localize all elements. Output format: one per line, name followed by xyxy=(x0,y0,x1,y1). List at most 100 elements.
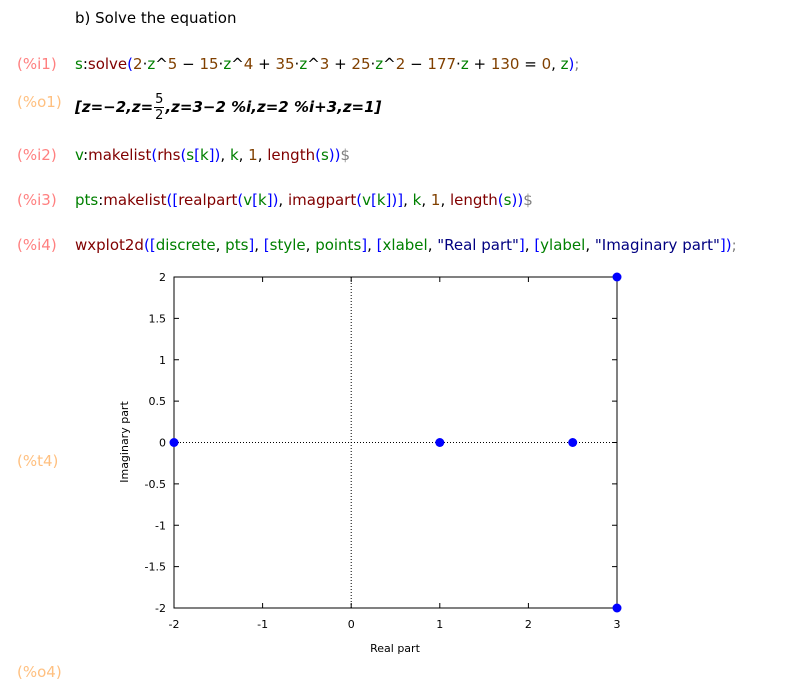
code-token: ( xyxy=(497,191,504,209)
input-cell-i2[interactable]: v:makelist(rhs(s[k]), k, 1, length(s))$ xyxy=(75,146,350,164)
code-token: + xyxy=(253,55,276,73)
code-token: k xyxy=(229,146,239,164)
code-token: · xyxy=(456,55,461,73)
data-point xyxy=(612,603,622,613)
code-token: z xyxy=(460,55,469,73)
code-token: s xyxy=(75,55,83,73)
input-cell-i3[interactable]: pts:makelist([realpart(v[k]), imagpart(v… xyxy=(75,191,533,209)
code-token: realpart xyxy=(178,191,238,209)
code-token: ylabel xyxy=(540,236,586,254)
code-token: · xyxy=(294,55,300,73)
y-tick-label: -0.5 xyxy=(145,478,166,491)
code-token: makelist xyxy=(88,146,152,164)
output-label-t4: (%t4) xyxy=(17,452,59,470)
code-token: : xyxy=(83,146,89,164)
code-token: 1 xyxy=(430,191,441,209)
code-token: = xyxy=(519,55,542,73)
code-token: ( xyxy=(180,146,187,164)
code-token: discrete xyxy=(155,236,216,254)
code-token: , xyxy=(254,236,264,254)
code-token: ) xyxy=(214,146,221,164)
code-token: ( xyxy=(356,191,363,209)
code-token: z xyxy=(147,55,156,73)
data-point xyxy=(612,272,622,282)
code-token: ( xyxy=(237,191,244,209)
code-token: wxplot2d xyxy=(75,236,144,254)
code-token: 2 xyxy=(395,55,406,73)
code-token: [ xyxy=(534,236,541,254)
code-token: 15 xyxy=(199,55,219,73)
code-token: [ xyxy=(252,191,259,209)
x-tick-label: 1 xyxy=(436,618,443,631)
code-token: , xyxy=(305,236,316,254)
data-point xyxy=(568,438,578,447)
x-tick-label: 2 xyxy=(525,618,532,631)
code-token: s xyxy=(503,191,512,209)
input-cell-i1[interactable]: s:solve(2·z^5 − 15·z^4 + 35·z^3 + 25·z^2… xyxy=(75,55,579,73)
code-token: [ xyxy=(370,191,377,209)
code-token: · xyxy=(142,55,148,73)
code-token: ) xyxy=(272,191,279,209)
y-tick-label: -1 xyxy=(155,519,166,532)
data-point xyxy=(169,438,179,447)
y-tick-label: -1.5 xyxy=(145,561,166,574)
code-token: k xyxy=(376,191,386,209)
code-token: z xyxy=(223,55,232,73)
input-label-i1: (%i1) xyxy=(17,55,57,73)
code-token: ) xyxy=(511,191,518,209)
code-token: ) xyxy=(328,146,335,164)
input-cell-i4[interactable]: wxplot2d([discrete, pts], [style, points… xyxy=(75,236,737,254)
code-token: ] xyxy=(248,236,255,254)
code-token: style xyxy=(269,236,306,254)
code-token: ^ xyxy=(231,55,244,73)
plot-points-layer xyxy=(169,272,622,613)
code-token: 1 xyxy=(248,146,258,164)
code-token: , xyxy=(585,236,595,254)
code-token: , xyxy=(440,191,450,209)
code-token: pts xyxy=(225,236,249,254)
code-token: ^ xyxy=(307,55,320,73)
code-token: z xyxy=(299,55,308,73)
data-point xyxy=(435,438,445,447)
code-token: ] xyxy=(385,191,392,209)
code-token: 0 xyxy=(541,55,552,73)
code-token: ( xyxy=(315,146,321,164)
plot-axes-layer xyxy=(173,276,618,609)
code-token: 177 xyxy=(427,55,457,73)
code-token: v xyxy=(243,191,253,209)
code-token: pts xyxy=(75,191,99,209)
x-tick-label: 3 xyxy=(614,618,621,631)
code-token: ] xyxy=(266,191,273,209)
code-token: ^ xyxy=(383,55,396,73)
code-token: : xyxy=(82,55,88,73)
code-token: , xyxy=(427,236,438,254)
code-token: ] xyxy=(208,146,215,164)
code-token: ] xyxy=(719,236,726,254)
code-token: s xyxy=(186,146,195,164)
code-token: : xyxy=(98,191,104,209)
code-token: + xyxy=(468,55,491,73)
code-token: makelist xyxy=(103,191,167,209)
output-cell-o1: [z=−2,z= 5 2 ,z=3−2 %i,z=2 %i+3,z=1] xyxy=(75,92,381,123)
code-token: · xyxy=(218,55,224,73)
code-token: ; xyxy=(574,55,580,73)
code-token: , xyxy=(238,146,249,164)
code-token: ] xyxy=(518,236,525,254)
x-tick-label: -2 xyxy=(169,618,180,631)
code-token: v xyxy=(362,191,371,209)
code-token: rhs xyxy=(157,146,181,164)
code-token: $ xyxy=(523,191,533,209)
code-token: imagpart xyxy=(287,191,357,209)
code-token: , xyxy=(257,146,268,164)
code-token: k xyxy=(412,191,422,209)
code-token: ( xyxy=(151,146,158,164)
code-token: ) xyxy=(334,146,341,164)
input-label-i4: (%i4) xyxy=(17,236,57,254)
code-token: 3 xyxy=(319,55,330,73)
code-token: 35 xyxy=(275,55,295,73)
x-tick-label: -1 xyxy=(257,618,268,631)
code-token: , xyxy=(220,146,230,164)
code-token: , xyxy=(367,236,377,254)
code-token: 25 xyxy=(351,55,371,73)
code-token: , xyxy=(215,236,226,254)
